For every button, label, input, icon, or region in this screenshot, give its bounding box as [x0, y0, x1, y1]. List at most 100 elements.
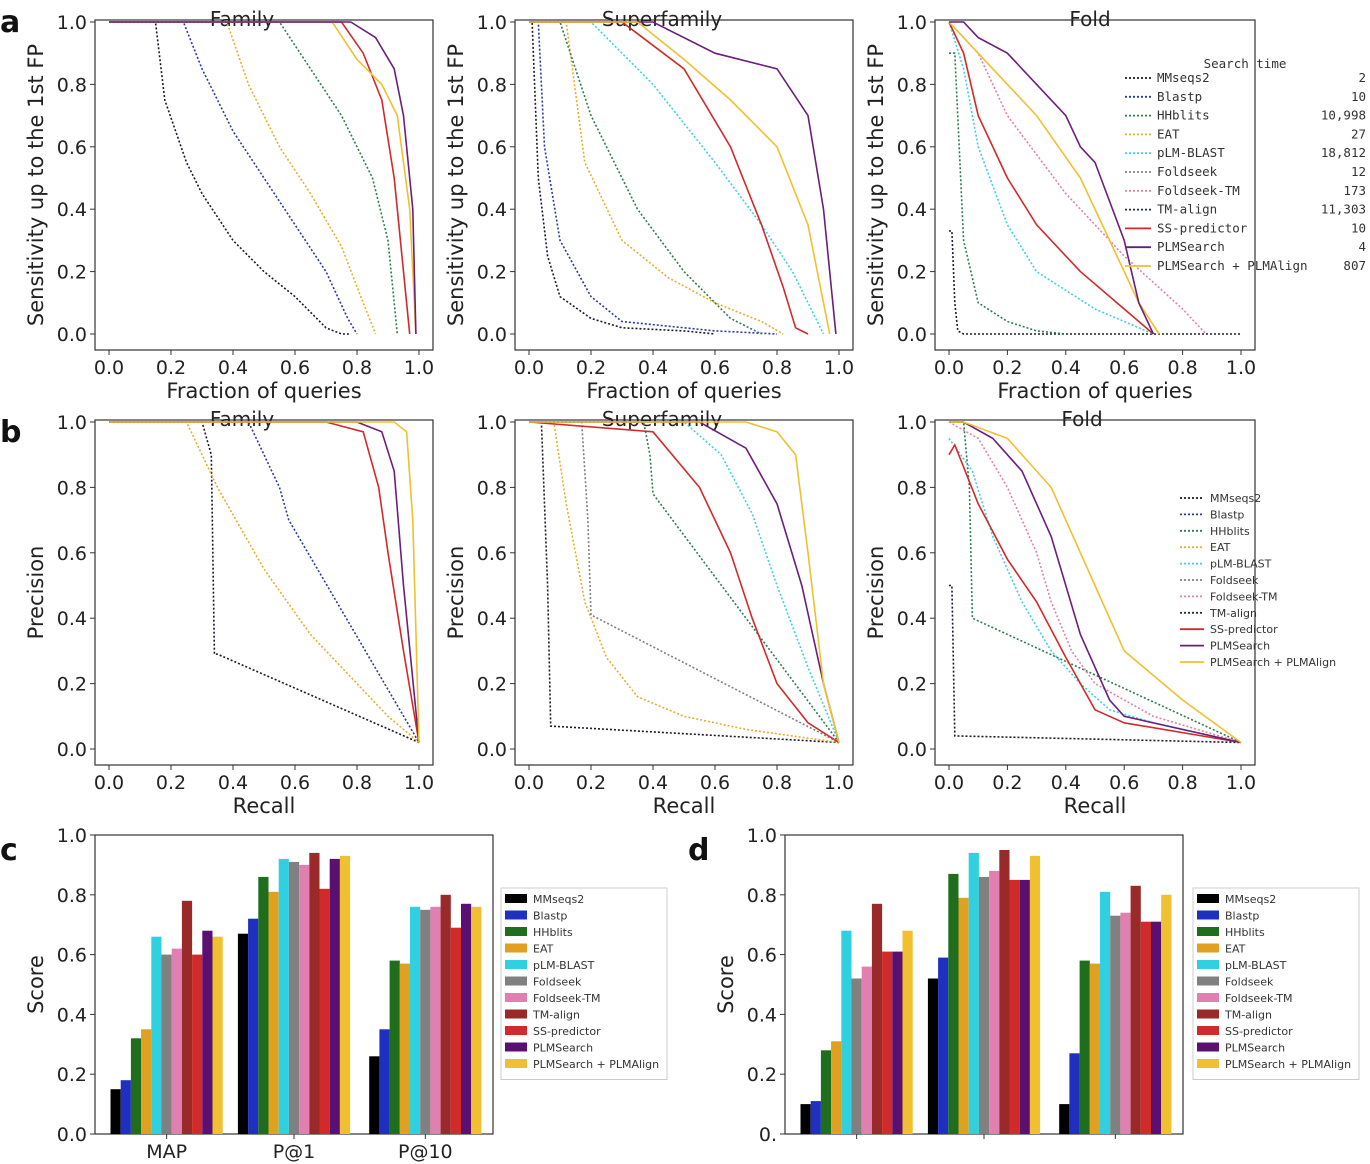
panel-c-bar-plm-blast — [278, 858, 289, 1134]
panel-c-legend-label: EAT — [533, 943, 554, 956]
b-superfamily-xtick-label: 0.0 — [514, 772, 544, 794]
panel-c-bar-plmsearch-plmalign — [339, 855, 351, 1134]
panel-d-legend-label: TM-align — [1224, 1009, 1272, 1022]
a-superfamily-xtick-label: 0.2 — [576, 357, 606, 379]
b-family-ylabel: Precision — [24, 546, 48, 640]
panel-c-legend-swatch — [505, 1059, 527, 1068]
a-family-xtick-label: 0.8 — [342, 357, 372, 379]
a-superfamily-series-plmsearch-plmalign — [529, 21, 831, 335]
a-superfamily-ylabel: Sensitivity up to the 1st FP — [444, 44, 468, 326]
panel-c-bar-eat — [399, 963, 410, 1134]
panel-c-bar-tm-align — [440, 894, 451, 1134]
a-superfamily-series-blastp — [529, 21, 778, 335]
panel-d-bar-foldseek-tm — [1120, 912, 1131, 1134]
panel-d-legend-swatch — [1197, 1009, 1219, 1019]
panel-d-bar-plmsearch-plmalign — [902, 930, 913, 1134]
a-fold-ytick-label: 0.2 — [897, 262, 927, 284]
b-fold-ytick-label: 1.0 — [897, 412, 927, 434]
panel-c-bar-plmsearch — [461, 903, 472, 1134]
panel-c-bar-ss-predictor — [192, 954, 203, 1134]
b-fold-xtick-label: 0.6 — [1109, 772, 1139, 794]
panel-d-legend-label: pLM-BLAST — [1225, 959, 1287, 972]
a-superfamily-series-plmsearch — [529, 21, 837, 335]
legend-b-label: EAT — [1210, 541, 1231, 554]
panel-d-bar-plm-blast — [968, 852, 979, 1134]
panel-c-bar-ss-predictor — [450, 927, 461, 1134]
legend-a-label: TM-align — [1157, 202, 1217, 217]
b-family-series-mmseqs2 — [109, 421, 420, 744]
b-superfamily-xtick-label: 1.0 — [824, 772, 854, 794]
b-family-xtick-label: 0.2 — [156, 772, 186, 794]
a-family-ytick-label: 0.8 — [57, 74, 87, 96]
panel-d-legend-label: Foldseek — [1225, 976, 1274, 989]
panel-d-bar-plmsearch-plmalign — [1161, 894, 1172, 1134]
a-family-ylabel: Sensitivity up to the 1st FP — [24, 44, 48, 326]
panel-label-a: a — [0, 5, 20, 40]
a-fold-xtick-label: 0.4 — [1051, 357, 1081, 379]
panel-c-legend-swatch — [505, 910, 527, 920]
a-family-xlabel: Fraction of queries — [166, 379, 361, 403]
panel-d-bar-tm-align — [999, 850, 1010, 1134]
b-fold-series-mmseqs2 — [949, 584, 1242, 744]
a-family-xtick-label: 0.4 — [218, 357, 248, 379]
b-fold-series-plmsearch — [949, 421, 1242, 744]
panel-d-ytick-label: 0. — [759, 1124, 777, 1146]
a-superfamily-xtick-label: 0.6 — [700, 357, 730, 379]
b-fold-xtick-label: 0.4 — [1051, 772, 1081, 794]
a-fold-series-plmsearch-plmalign — [948, 21, 1160, 335]
panel-c-legend-label: PLMSearch + PLMAlign — [533, 1058, 659, 1071]
b-fold-ylabel: Precision — [864, 546, 888, 640]
a-fold-xtick-label: 0.6 — [1109, 357, 1139, 379]
a-fold-series-hhblits — [949, 52, 1066, 335]
a-family-ytick-label: 0.2 — [57, 262, 87, 284]
a-superfamily-series-mmseqs2 — [529, 21, 716, 335]
a-family-series-mmseqs2 — [109, 21, 351, 335]
b-fold-series-ss-predictor — [948, 443, 1242, 744]
panel-d-bar-ss-predictor — [1140, 921, 1151, 1134]
panel-d-bar-plm-blast — [841, 930, 852, 1134]
legend-a-time: 4 — [1358, 239, 1366, 254]
legend-a-time: 12 — [1351, 164, 1366, 179]
legend-a-label: pLM-BLAST — [1157, 145, 1225, 160]
a-family-xtick-label: 1.0 — [404, 357, 434, 379]
panel-c-legend-swatch — [505, 960, 527, 969]
panel-d-ytick-label: 1.0 — [747, 825, 777, 847]
a-superfamily-ytick-label: 1.0 — [477, 12, 507, 34]
a-fold-ytick-label: 0.4 — [897, 199, 927, 221]
b-fold-ytick-label: 0.8 — [897, 477, 927, 499]
b-family-xtick-label: 0.0 — [94, 772, 124, 794]
panel-c-legend-swatch — [505, 993, 527, 1002]
b-superfamily-xtick-label: 0.4 — [638, 772, 668, 794]
legend-a-time: 10,998 — [1321, 108, 1366, 123]
legend-b-label: HHblits — [1210, 525, 1250, 538]
panel-d-bar-foldseek-tm — [861, 966, 872, 1134]
panel-c-ytick-label: 0.2 — [57, 1064, 87, 1086]
legend-a-label: Foldseek — [1157, 164, 1218, 179]
b-family-ytick-label: 0.2 — [57, 674, 87, 696]
b-superfamily-xtick-label: 0.8 — [762, 772, 792, 794]
a-fold-ytick-label: 0.6 — [897, 137, 927, 159]
a-fold-series-mmseqs2 — [949, 230, 1241, 335]
b-family-title: Family — [210, 407, 275, 431]
panel-c-legend-swatch — [505, 927, 527, 936]
panel-c-bar-eat — [141, 1029, 152, 1134]
panel-d-legend-swatch — [1197, 993, 1219, 1002]
panel-c-bar-tm-align — [181, 900, 193, 1134]
panel-c-xtick-label: P@10 — [398, 1141, 453, 1163]
b-family-ytick-label: 0.0 — [57, 739, 87, 761]
panel-d-legend-swatch — [1197, 976, 1219, 986]
b-family-xtick-label: 1.0 — [404, 772, 434, 794]
panel-d-legend-swatch — [1197, 1059, 1219, 1068]
b-fold-axes-frame — [934, 419, 1256, 766]
panel-d-bar-mmseqs2 — [800, 1104, 811, 1134]
panel-d-bar-foldseek — [978, 876, 990, 1134]
panel-c-bar-foldseek-tm — [299, 864, 310, 1134]
b-superfamily-ytick-label: 0.4 — [477, 608, 507, 630]
panel-d-ytick-label: 0.8 — [747, 885, 777, 907]
b-fold-ytick-label: 0.6 — [897, 543, 927, 565]
legend-a-label: PLMSearch + PLMAlign — [1157, 258, 1308, 273]
panel-d-bar-hhblits — [948, 873, 959, 1134]
legend-b-label: Foldseek-TM — [1210, 590, 1278, 603]
panel-c-bar-plmsearch-plmalign — [471, 906, 482, 1134]
panel-c-bar-mmseqs2 — [237, 933, 249, 1134]
